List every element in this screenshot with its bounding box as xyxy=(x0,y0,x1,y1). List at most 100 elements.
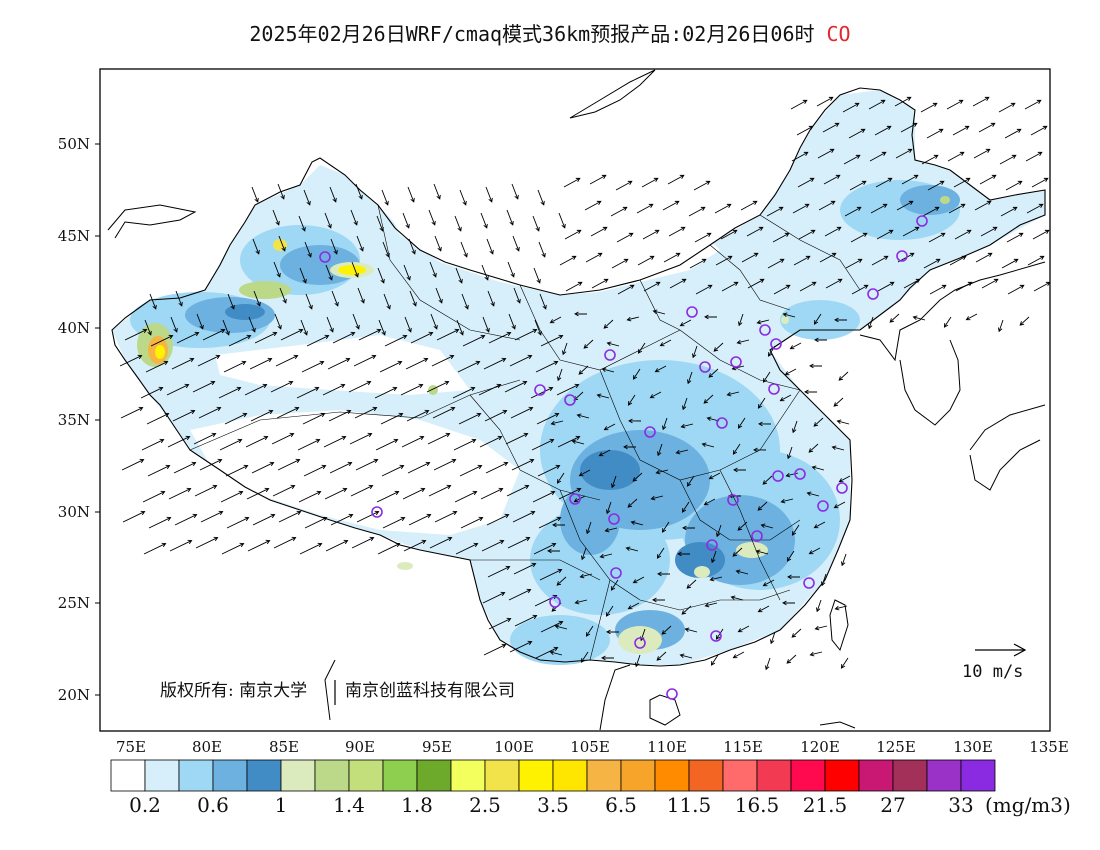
colorbar-swatch xyxy=(790,759,826,792)
wind-arrow xyxy=(643,281,661,292)
wind-arrow xyxy=(689,258,707,269)
wind-arrow xyxy=(147,464,171,477)
wind-arrow xyxy=(684,627,698,633)
wind-arrow xyxy=(400,383,424,396)
station-marker xyxy=(686,306,698,318)
wind-arrow xyxy=(953,177,971,188)
lon-tick-label: 75E xyxy=(116,738,146,756)
station-marker xyxy=(916,215,928,227)
wind-arrow xyxy=(833,397,844,407)
lon-tick-label: 115E xyxy=(723,738,763,756)
wind-arrow xyxy=(652,309,666,315)
wind-arrow xyxy=(254,331,278,344)
wind-arrow xyxy=(772,232,790,243)
wind-arrow xyxy=(578,365,589,375)
wind-arrow xyxy=(327,357,351,370)
wind-arrow xyxy=(270,380,294,393)
wind-arrow xyxy=(530,386,554,399)
colorbar-swatch xyxy=(654,759,690,792)
wind-arrow xyxy=(222,319,230,336)
station-marker xyxy=(759,324,771,336)
wind-arrow xyxy=(571,439,585,445)
wind-arrow xyxy=(766,206,784,217)
wind-arrow xyxy=(436,328,460,341)
station-marker xyxy=(699,361,711,373)
hotspots xyxy=(137,196,950,654)
wind-arrow xyxy=(656,547,665,559)
wind-arrow xyxy=(617,284,635,295)
wind-arrow xyxy=(610,475,617,489)
wind-arrow xyxy=(583,339,594,349)
wind-arrow xyxy=(709,576,723,582)
wind-arrow xyxy=(479,435,503,448)
wind-arrow xyxy=(433,183,441,200)
wind-arrow xyxy=(791,420,798,434)
wind-arrow xyxy=(538,516,562,529)
wind-arrow xyxy=(329,461,353,474)
wind-arrow xyxy=(378,319,386,336)
wind-arrow xyxy=(460,516,484,529)
wind-arrow xyxy=(634,654,641,668)
lat-tick-label: 45N xyxy=(58,227,90,245)
title-text: 2025年02月26日WRF/cmaq模式36km预报产品:02月26日06时 xyxy=(249,22,815,46)
wind-arrow xyxy=(574,599,588,605)
wind-arrow xyxy=(558,487,582,500)
wind-arrow xyxy=(354,406,378,419)
china-border xyxy=(111,87,1046,667)
colorbar-label: 1.4 xyxy=(333,793,365,817)
wind-arrow xyxy=(326,316,334,333)
wind-arrow xyxy=(806,491,820,497)
wind-arrow xyxy=(331,290,339,307)
station-marker xyxy=(770,338,782,350)
colorbar-label: 6.5 xyxy=(605,793,637,817)
colorbar-swatch xyxy=(620,759,656,792)
wind-arrow xyxy=(604,527,618,533)
wind-arrow xyxy=(428,209,436,226)
wind-arrow xyxy=(298,490,322,503)
wind-arrow xyxy=(251,186,259,203)
wind-arrow xyxy=(686,371,693,385)
wind-arrow xyxy=(351,261,359,278)
wind-arrow xyxy=(145,360,169,373)
wind-arrow xyxy=(922,206,940,217)
wind-arrow xyxy=(536,412,560,425)
wind-arrow xyxy=(733,467,747,473)
wind-arrow xyxy=(429,536,453,549)
lon-tick-label: 80E xyxy=(192,738,222,756)
wind-arrow xyxy=(176,331,200,344)
wind-arrow xyxy=(809,363,823,369)
wind-arrow xyxy=(253,290,261,307)
wind-arrow xyxy=(844,206,862,217)
wind-arrow xyxy=(228,334,252,347)
neighbor-outlines xyxy=(107,69,1046,731)
wind-arrow xyxy=(224,412,248,425)
colorbar-swatch xyxy=(246,759,282,792)
wind-arrow xyxy=(552,522,566,528)
wind-arrow xyxy=(194,484,218,497)
wind-arrow xyxy=(478,383,502,396)
station-marker xyxy=(836,482,848,494)
wind-arrow xyxy=(352,313,360,330)
wind-arrow xyxy=(351,536,375,549)
wind-arrow xyxy=(381,189,389,206)
concentration-field xyxy=(107,69,1050,731)
wind-arrow xyxy=(280,328,304,341)
wind-arrow xyxy=(767,258,785,269)
wind-arrow xyxy=(408,513,432,526)
wind-arrow xyxy=(565,281,583,292)
wind-arrow xyxy=(171,357,195,370)
wind-arrow xyxy=(275,354,299,367)
wind-arrow xyxy=(667,174,685,185)
wind-arrow xyxy=(813,417,824,427)
wind-arrow xyxy=(580,547,587,561)
wind-arrow xyxy=(579,573,593,579)
wind-arrow xyxy=(576,413,590,419)
wind-arrow xyxy=(245,435,269,448)
colorbar-swatch xyxy=(926,759,962,792)
wind-arrow xyxy=(946,99,964,110)
province-lines xyxy=(189,204,861,661)
wind-arrow xyxy=(487,565,511,578)
wind-arrow xyxy=(532,490,556,503)
wind-arrow xyxy=(654,365,667,373)
wind-arrow xyxy=(790,99,808,110)
